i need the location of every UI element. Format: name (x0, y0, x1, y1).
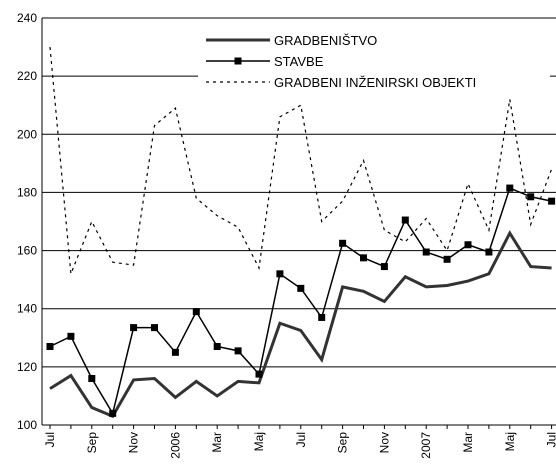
marker (360, 254, 367, 262)
marker (213, 343, 221, 351)
legend-marker (234, 57, 242, 65)
x-tick-label: Jul (294, 432, 308, 447)
marker (171, 348, 179, 356)
y-tick-label: 120 (17, 360, 37, 374)
legend-label: STAVBE (274, 54, 324, 69)
y-tick-label: 220 (17, 69, 37, 83)
marker (46, 343, 54, 351)
marker (506, 184, 514, 192)
x-tick-label: Sep (336, 432, 350, 454)
marker (339, 239, 347, 247)
series-line (49, 47, 553, 275)
x-tick-label: Nov (127, 432, 141, 453)
marker (109, 409, 117, 417)
x-tick-label: Mar (210, 432, 224, 453)
x-tick-label: 2006 (168, 432, 182, 459)
marker (234, 347, 242, 355)
x-tick-label: 2007 (419, 432, 433, 459)
marker (255, 370, 263, 378)
marker (464, 241, 472, 249)
x-tick-label: Mar (461, 432, 475, 453)
x-tick-label: Jul (43, 432, 57, 447)
y-tick-label: 180 (17, 185, 37, 199)
marker (318, 313, 326, 321)
y-tick-label: 240 (17, 11, 37, 25)
marker (88, 374, 96, 382)
y-tick-label: 200 (17, 127, 37, 141)
marker (297, 284, 305, 292)
marker (276, 270, 284, 278)
x-tick-label: Jul (545, 432, 556, 447)
x-tick-label: Maj (252, 432, 266, 451)
marker (548, 197, 556, 205)
marker (443, 255, 451, 263)
legend-label: GRADBENI INŽENIRSKI OBJEKTI (274, 75, 476, 90)
marker (485, 248, 493, 256)
y-tick-label: 140 (17, 302, 37, 316)
marker (527, 193, 535, 201)
marker (401, 216, 409, 224)
x-tick-label: Sep (85, 432, 99, 454)
series-line (49, 187, 552, 416)
x-tick-label: Nov (377, 432, 391, 453)
y-tick-label: 100 (17, 418, 37, 432)
marker (422, 248, 430, 256)
marker (380, 263, 388, 271)
marker (130, 324, 138, 332)
y-tick-label: 160 (17, 244, 37, 258)
marker (192, 308, 200, 316)
legend-label: GRADBENIŠTVO (274, 33, 377, 48)
series-line (49, 230, 552, 419)
x-tick-label: Maj (503, 432, 517, 451)
marker (67, 332, 75, 340)
marker (151, 324, 158, 332)
